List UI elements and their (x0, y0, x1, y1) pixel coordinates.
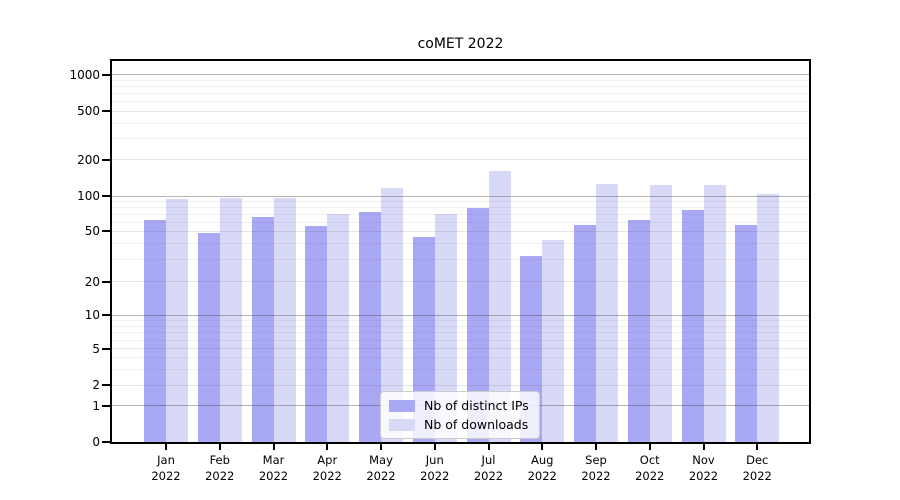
bar-distinct-ips-mar (251, 217, 274, 442)
bar-downloads-nov (703, 184, 726, 442)
y-tick-label-100: 100 (77, 189, 100, 204)
y-tick-1 (102, 404, 110, 407)
x-tick-sep (595, 444, 597, 450)
y-tick-10 (102, 314, 110, 317)
x-tick-label-aug: Aug 2022 (527, 453, 557, 483)
x-tick-may (380, 444, 382, 450)
legend-label-distinct-ips: Nb of distinct IPs (424, 398, 529, 413)
x-tick-jul (487, 444, 490, 450)
bar-downloads-aug (542, 239, 565, 442)
y-tick-2 (102, 384, 110, 387)
y-tick-5 (102, 347, 110, 350)
x-tick-apr (326, 444, 329, 450)
bar-distinct-ips-dec (735, 224, 758, 442)
bar-downloads-oct (649, 185, 672, 442)
y-tick-label-200: 200 (77, 152, 100, 167)
legend-label-downloads: Nb of downloads (424, 417, 529, 432)
legend: Nb of distinct IPs Nb of downloads (380, 391, 540, 439)
x-tick-nov (702, 444, 705, 450)
bar-downloads-jul (488, 170, 511, 442)
bar-downloads-jun (434, 214, 457, 442)
x-tick-label-may: May 2022 (366, 453, 396, 483)
y-tick-500 (102, 110, 110, 113)
bar-downloads-apr (327, 213, 350, 442)
bar-downloads-dec (757, 193, 780, 442)
bar-downloads-may (381, 187, 403, 442)
x-tick-feb (218, 444, 221, 450)
bar-downloads-mar (273, 197, 296, 442)
bar-distinct-ips-jan (144, 219, 166, 442)
bar-distinct-ips-jun (412, 237, 435, 442)
legend-swatch-downloads (389, 418, 415, 431)
bar-distinct-ips-feb (197, 232, 220, 442)
y-tick-label-500: 500 (77, 104, 100, 119)
legend-swatch-distinct-ips (389, 399, 415, 412)
bar-distinct-ips-apr (305, 225, 328, 442)
legend-item-distinct-ips: Nb of distinct IPs (389, 396, 529, 415)
x-tick-jun (433, 444, 436, 450)
bar-distinct-ips-sep (574, 224, 596, 442)
x-tick-label-mar: Mar 2022 (258, 453, 289, 483)
bar-distinct-ips-jul (466, 207, 489, 442)
bar-downloads-sep (596, 183, 618, 442)
x-tick-label-nov: Nov 2022 (688, 453, 719, 483)
y-tick-20 (102, 280, 110, 283)
y-tick-label-20: 20 (84, 274, 100, 289)
x-tick-label-jul: Jul 2022 (473, 453, 504, 483)
x-tick-label-jan: Jan 2022 (151, 453, 181, 483)
plot-area: Nb of distinct IPs Nb of downloads (110, 59, 811, 444)
x-tick-label-jun: Jun 2022 (420, 453, 450, 483)
y-tick-1000 (102, 73, 110, 76)
y-tick-label-50: 50 (84, 224, 100, 239)
x-tick-mar (272, 444, 275, 450)
x-tick-label-dec: Dec 2022 (742, 453, 772, 483)
y-tick-200 (102, 158, 110, 161)
x-tick-label-apr: Apr 2022 (312, 453, 342, 483)
bar-distinct-ips-nov (681, 210, 704, 442)
x-tick-oct (648, 444, 651, 450)
x-tick-label-oct: Oct 2022 (635, 453, 665, 483)
x-tick-dec (756, 444, 759, 450)
bar-distinct-ips-may (359, 211, 381, 442)
legend-item-downloads: Nb of downloads (389, 415, 529, 434)
bars-layer (112, 61, 809, 442)
y-tick-label-1000: 1000 (69, 67, 100, 82)
bar-distinct-ips-oct (627, 219, 650, 442)
x-tick-aug (541, 444, 544, 450)
y-tick-label-2: 2 (92, 378, 100, 393)
y-tick-label-1: 1 (92, 398, 100, 413)
y-tick-0 (102, 441, 110, 443)
y-tick-50 (102, 230, 110, 233)
x-tick-label-sep: Sep 2022 (581, 453, 611, 483)
y-tick-label-0: 0 (92, 435, 100, 449)
bar-downloads-jan (166, 199, 188, 442)
y-tick-100 (102, 195, 110, 198)
bar-downloads-feb (219, 197, 242, 442)
chart-title: coMET 2022 (417, 36, 504, 52)
x-tick-jan (165, 444, 167, 450)
y-tick-label-10: 10 (84, 308, 100, 323)
x-tick-label-feb: Feb 2022 (205, 453, 235, 483)
y-tick-label-5: 5 (92, 341, 100, 356)
